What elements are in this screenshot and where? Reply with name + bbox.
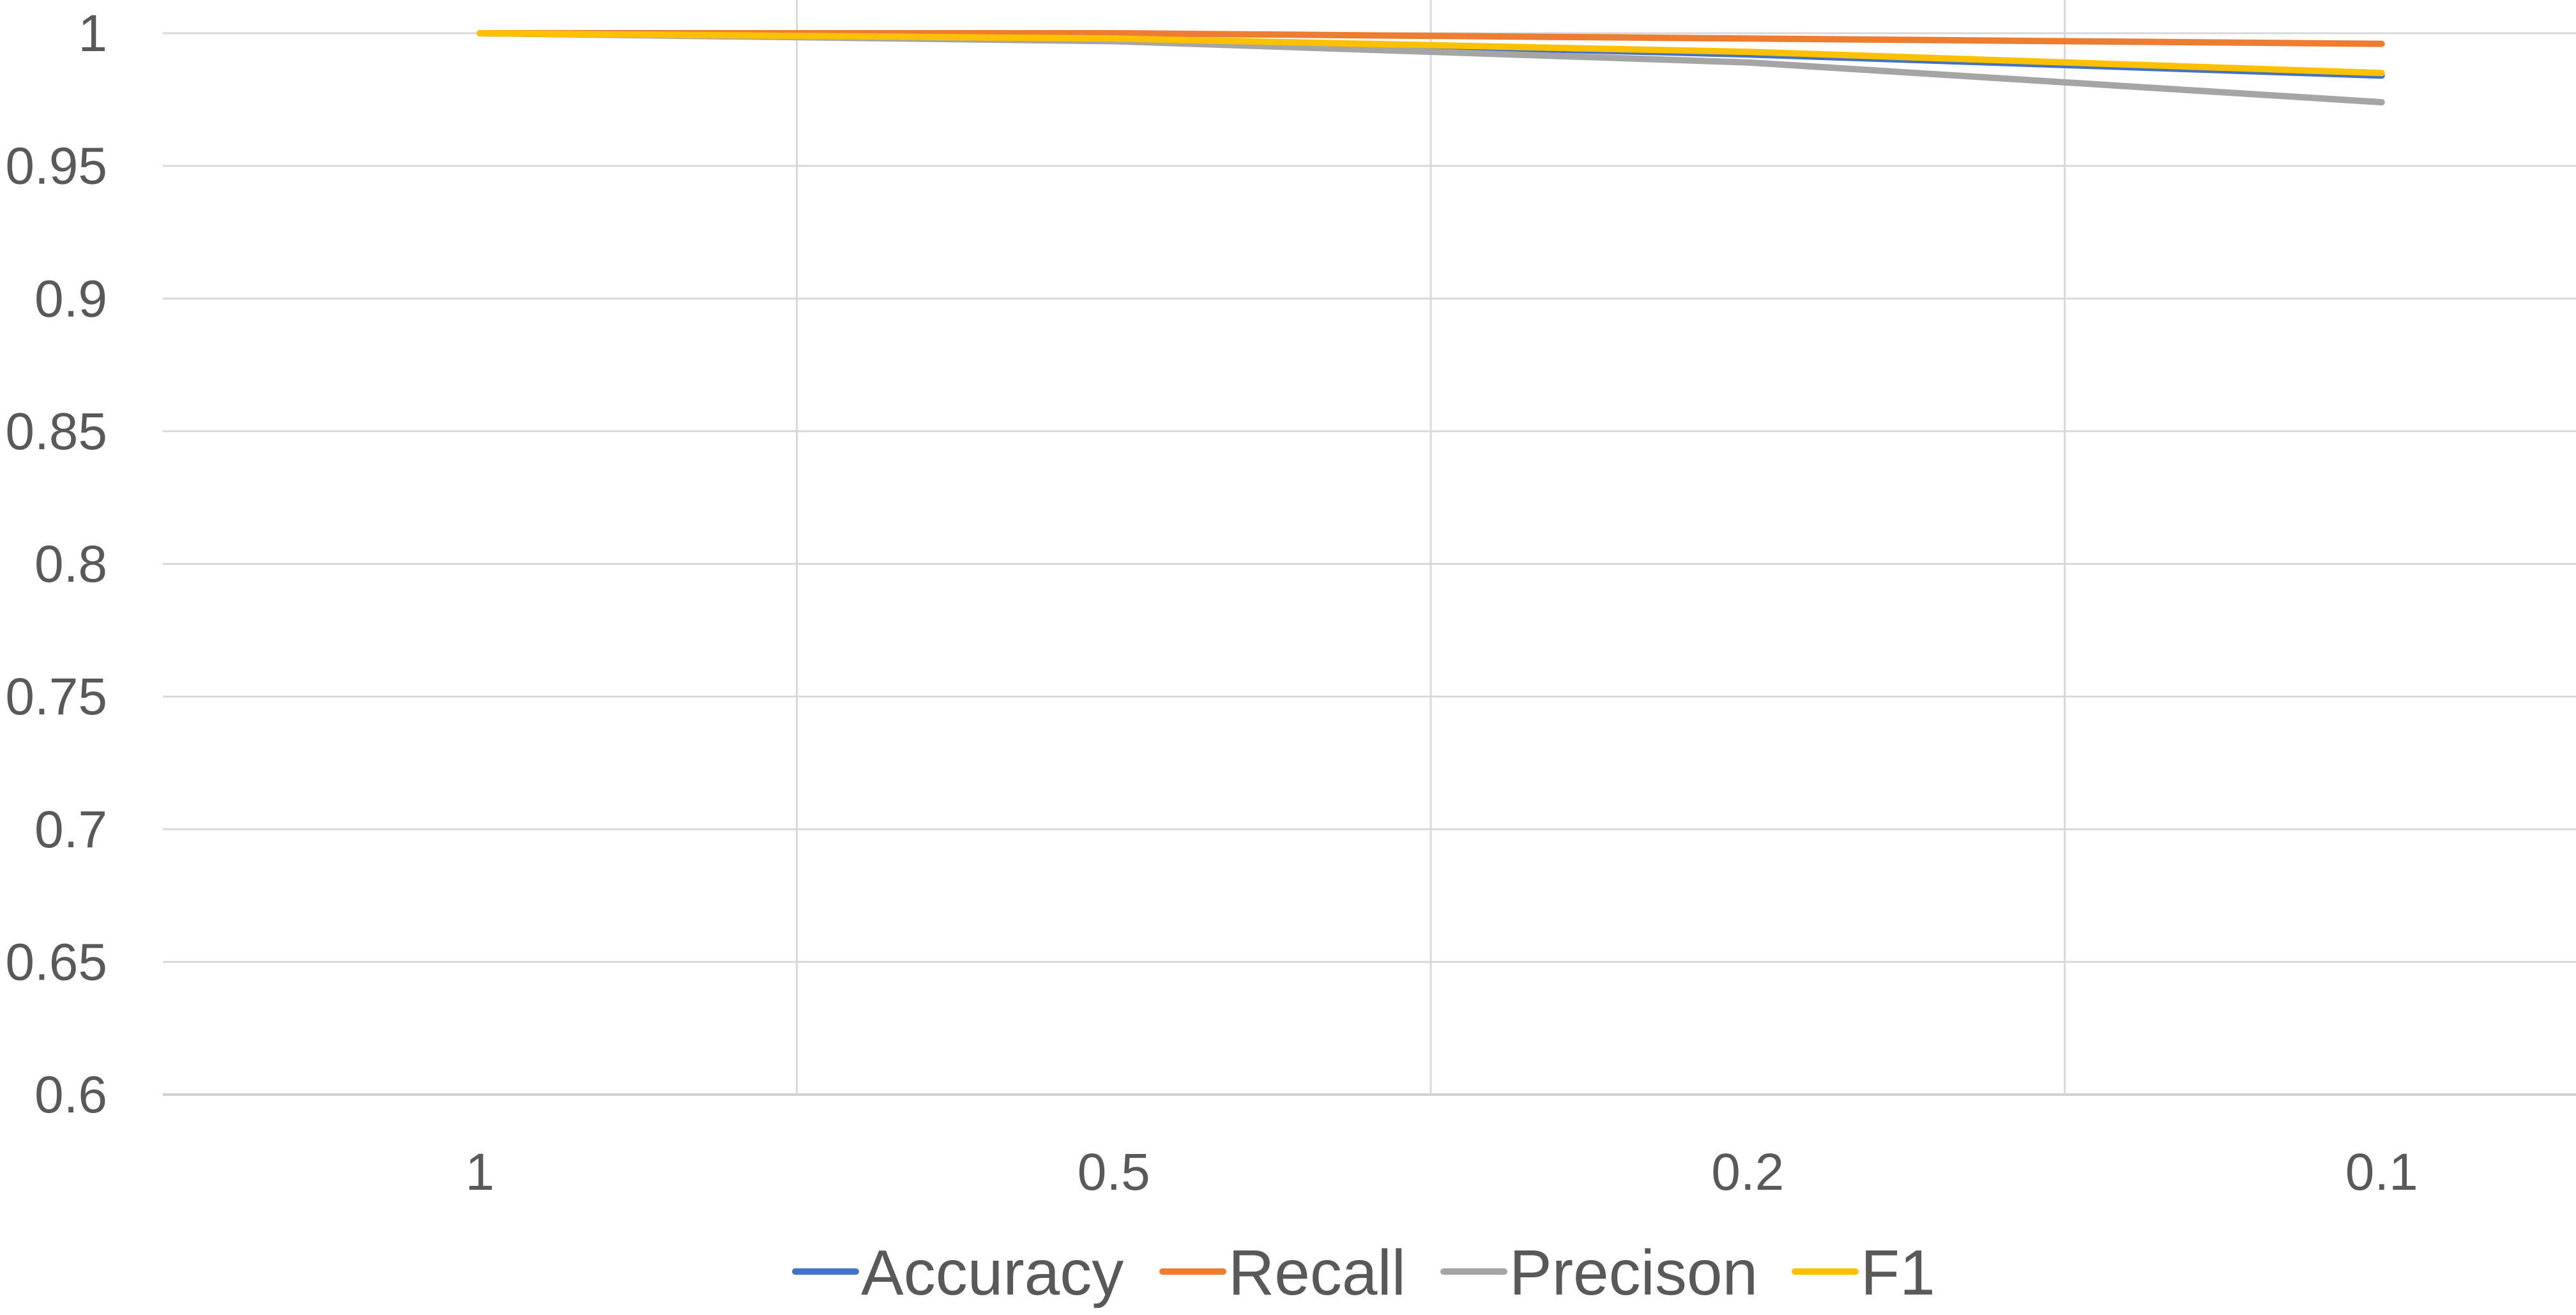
y-tick-label: 0.85 xyxy=(5,403,107,461)
data-point-f1 xyxy=(479,33,480,34)
legend-label: Accuracy xyxy=(861,1237,1124,1309)
y-axis: 0.6 0.65 0.7 0.75 0.8 0.85 0.9 0.95 1 xyxy=(5,4,107,1124)
legend-label: Precison xyxy=(1509,1237,1758,1309)
y-tick-label: 0.75 xyxy=(5,668,107,726)
x-tick-label: 1 xyxy=(465,1143,494,1201)
x-tick-label: 0.2 xyxy=(1711,1143,1784,1201)
data-point-recall xyxy=(1747,38,1748,39)
y-tick-label: 0.65 xyxy=(5,933,107,991)
x-tick-label: 0.1 xyxy=(2345,1143,2418,1201)
data-point-recall xyxy=(2381,43,2382,45)
y-tick-label: 0.8 xyxy=(34,535,107,594)
x-axis: 1 0.5 0.2 0.1 xyxy=(465,1143,2418,1201)
data-point-f1 xyxy=(1113,38,1115,39)
legend-label: Recall xyxy=(1228,1237,1406,1309)
data-point-precison xyxy=(2381,102,2382,103)
series-lines xyxy=(476,30,2385,105)
data-point-precison xyxy=(1747,62,1748,63)
legend[interactable]: Accuracy Recall Precison F1 xyxy=(792,1237,1935,1309)
legend-item-recall[interactable]: Recall xyxy=(1159,1237,1406,1309)
y-tick-label: 0.95 xyxy=(5,137,107,196)
legend-item-precison[interactable]: Precison xyxy=(1440,1237,1758,1309)
gridlines xyxy=(163,0,2576,1096)
y-tick-label: 0.6 xyxy=(34,1066,107,1124)
series-line-f1 xyxy=(476,30,2385,77)
legend-item-f1[interactable]: F1 xyxy=(1792,1237,1935,1309)
data-point-f1 xyxy=(2381,72,2382,73)
y-tick-label: 0.7 xyxy=(34,801,107,859)
y-tick-label: 1 xyxy=(78,4,107,63)
y-tick-label: 0.9 xyxy=(34,270,107,328)
data-point-f1 xyxy=(1747,51,1748,52)
legend-item-accuracy[interactable]: Accuracy xyxy=(792,1237,1124,1309)
x-tick-label: 0.5 xyxy=(1078,1143,1150,1201)
data-point-recall xyxy=(1113,33,1115,34)
legend-label: F1 xyxy=(1861,1237,1935,1309)
